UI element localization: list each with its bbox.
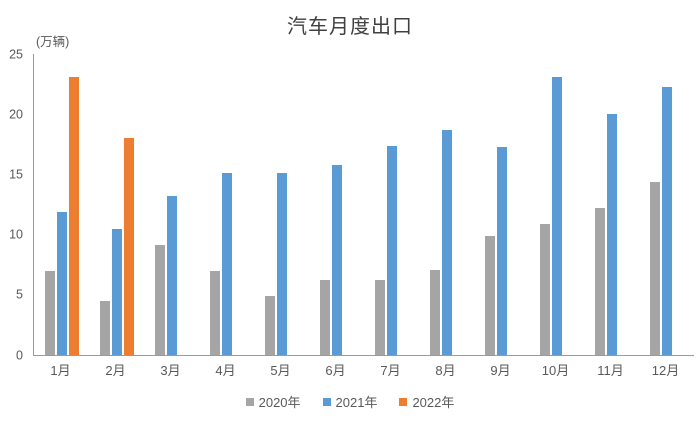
x-tick-label: 1月 [50,363,71,378]
bar-2020年-5月 [264,296,275,355]
bar-2020年-3月 [154,245,165,355]
y-tick-label: 5 [16,287,23,302]
bar-group [34,54,89,355]
bar-2021年-6月 [331,164,342,355]
bar-2020年-4月 [209,270,220,355]
bar-group [639,54,694,355]
bar-2021年-11月 [606,114,617,355]
bar-2020年-10月 [539,223,550,355]
y-axis-unit-label: (万辆) [36,35,70,49]
bar-2020年-7月 [374,280,385,355]
legend-item-2022年: 2022年 [399,392,454,411]
y-tick-label: 25 [9,46,23,61]
bar-2020年-11月 [594,208,605,355]
bar-2020年-6月 [319,280,330,355]
y-tick-label: 20 [9,106,23,121]
chart-title: 汽车月度出口 [287,16,413,38]
legend-swatch-icon [322,397,331,406]
bar-group [364,54,419,355]
bar-group [89,54,144,355]
bar-group [584,54,639,355]
bar-group [199,54,254,355]
bar-2021年-5月 [276,173,287,355]
x-tick-label: 2月 [105,363,126,378]
bar-group [474,54,529,355]
legend-swatch-icon [245,397,254,406]
bar-2022年-1月 [68,76,79,355]
legend-label: 2021年 [335,395,378,410]
x-tick-label: 3月 [160,363,181,378]
y-tick-label: 15 [9,167,23,182]
bar-2021年-4月 [221,173,232,355]
bar-group [144,54,199,355]
bar-2021年-9月 [496,146,507,355]
x-tick-label: 5月 [270,363,291,378]
y-axis-ticks: 0 5 10 15 20 25 [0,48,27,361]
bar-2021年-10月 [551,76,562,355]
legend-label: 2022年 [412,395,455,410]
legend-item-2020年: 2020年 [245,392,301,411]
bar-2022年-2月 [123,138,134,355]
bar-2020年-12月 [649,181,660,355]
plot-area [33,54,694,356]
x-tick-label: 4月 [215,363,236,378]
x-tick-label: 11月 [597,363,624,378]
x-tick-label: 9月 [490,363,511,378]
x-tick-label: 7月 [380,363,401,378]
bar-2020年-9月 [484,235,495,355]
x-axis-labels: 1月 2月 3月 4月 5月 6月 7月 8月 9月 10月 11月 12月 [33,360,693,379]
x-tick-label: 10月 [541,363,570,378]
bar-2020年-8月 [429,269,440,355]
bar-2021年-1月 [56,211,67,355]
bar-group [419,54,474,355]
bar-2021年-7月 [386,145,397,355]
legend-swatch-icon [399,397,408,406]
bar-2021年-3月 [166,196,177,355]
y-tick-label: 0 [16,347,23,362]
x-tick-label: 8月 [435,363,456,378]
legend-item-2021年: 2021年 [322,392,378,411]
x-tick-label: 6月 [325,363,346,378]
legend-label: 2020年 [258,395,301,410]
bar-2020年-2月 [99,300,110,355]
bar-group [309,54,364,355]
bar-group [254,54,309,355]
bar-group [529,54,584,355]
legend: 2020年 2021年 2022年 [0,392,700,411]
y-tick-label: 10 [9,227,23,242]
bar-2021年-12月 [661,86,672,355]
x-tick-label: 12月 [651,363,680,378]
bar-2021年-8月 [441,129,452,355]
bar-2021年-2月 [111,228,122,355]
bar-2020年-1月 [44,270,55,355]
